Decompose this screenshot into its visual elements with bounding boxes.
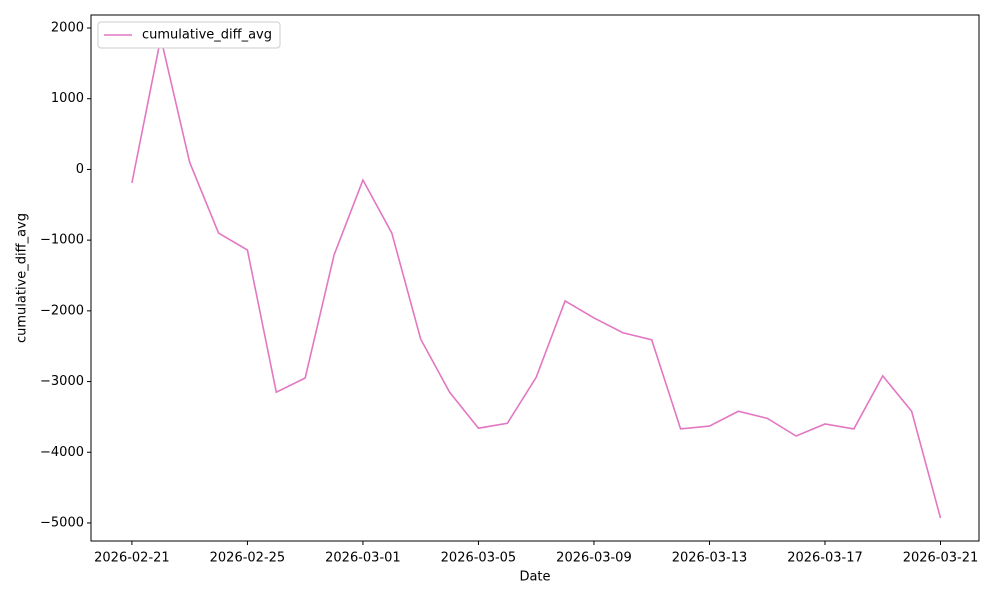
y-tick-label: −4000 xyxy=(40,445,84,460)
y-tick-label: −1000 xyxy=(40,233,84,248)
y-tick-label: 0 xyxy=(76,162,84,177)
x-tick-label: 2026-03-09 xyxy=(556,551,632,566)
x-tick-label: 2026-02-25 xyxy=(210,551,286,566)
y-tick-label: 1000 xyxy=(51,91,84,106)
x-tick-label: 2026-03-01 xyxy=(325,551,401,566)
legend-label: cumulative_diff_avg xyxy=(142,28,272,43)
line xyxy=(131,37,942,519)
legend-box xyxy=(97,21,281,49)
x-tick-label: 2026-03-13 xyxy=(672,551,748,566)
x-tick-label: 2026-02-21 xyxy=(94,551,170,566)
x-axis-label: Date xyxy=(519,570,550,585)
x-tick-label: 2026-03-17 xyxy=(787,551,863,566)
x-tick-label: 2026-03-05 xyxy=(441,551,517,566)
x-tick-label: 2026-03-21 xyxy=(903,551,979,566)
y-tick-label: 2000 xyxy=(51,21,84,36)
y-tick-label: −2000 xyxy=(40,303,84,318)
plot-frame xyxy=(90,14,980,542)
y-tick-label: −5000 xyxy=(40,515,84,530)
y-tick-label: −3000 xyxy=(40,374,84,389)
y-axis-label: cumulative_diff_avg xyxy=(15,213,30,343)
